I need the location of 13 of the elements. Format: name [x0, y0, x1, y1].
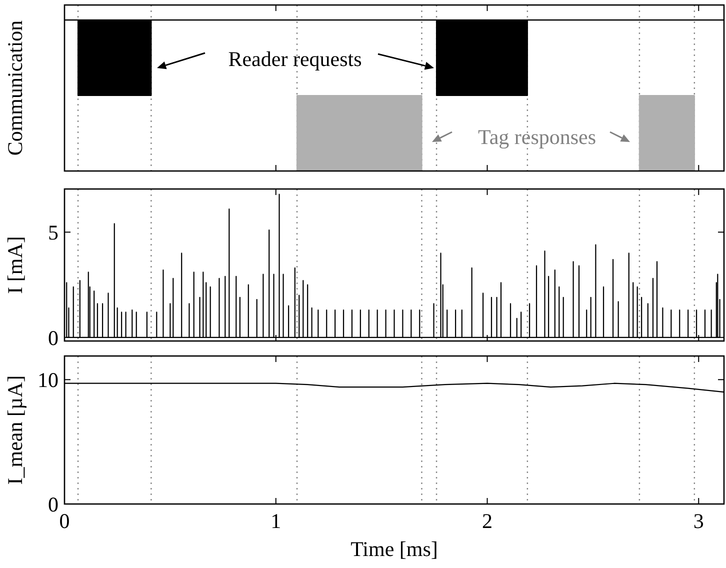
x-tick-label: 1 — [270, 509, 282, 533]
y-tick-label: 10 — [38, 368, 58, 392]
x-axis-title: Time [ms] — [350, 537, 438, 561]
y-tick-label: 0 — [48, 492, 58, 516]
y-axis-title: I_mean [µA] — [3, 375, 27, 485]
y-tick-label: 5 — [48, 220, 58, 245]
y-axis-title: Communication — [3, 20, 27, 156]
y-tick-label: 0 — [48, 326, 58, 350]
x-tick-label: 2 — [482, 509, 493, 533]
y-axis-title: I [mA] — [3, 236, 27, 294]
annotation: Reader requests — [228, 47, 362, 71]
x-tick-label: 3 — [693, 509, 704, 533]
annotation: Tag responses — [478, 125, 596, 149]
